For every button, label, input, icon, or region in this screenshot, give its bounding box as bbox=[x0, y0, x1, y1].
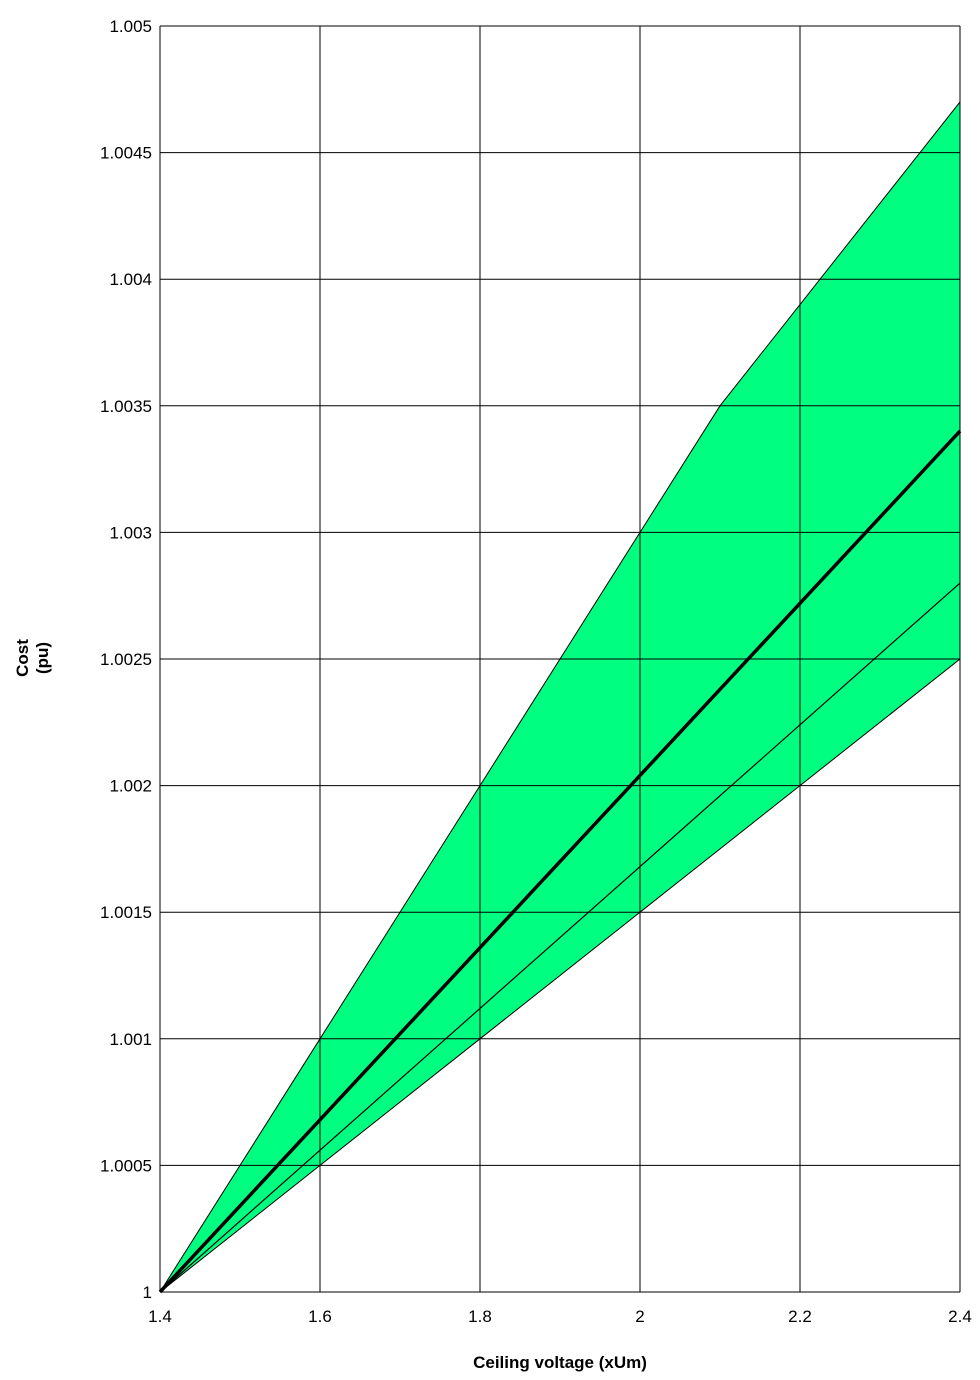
y-tick-label-7: 1.0035 bbox=[100, 397, 152, 416]
y-tick-label-1: 1.0005 bbox=[100, 1156, 152, 1175]
x-axis-title: Ceiling voltage (xUm) bbox=[473, 1353, 647, 1372]
y-tick-label-6: 1.003 bbox=[109, 523, 152, 542]
y-tick-label-4: 1.002 bbox=[109, 777, 152, 796]
x-tick-label-1: 1.6 bbox=[308, 1307, 332, 1326]
y-tick-label-10: 1.005 bbox=[109, 17, 152, 36]
y-tick-label-5: 1.0025 bbox=[100, 650, 152, 669]
band-layer bbox=[160, 101, 960, 1293]
x-tick-label-5: 2.4 bbox=[948, 1307, 972, 1326]
band-upper-edge bbox=[159, 101, 961, 1293]
x-tick-label-4: 2.2 bbox=[788, 1307, 812, 1326]
y-tick-label-8: 1.004 bbox=[109, 270, 152, 289]
y-tick-label-2: 1.001 bbox=[109, 1030, 152, 1049]
series-layer bbox=[158, 101, 962, 1294]
x-tick-label-3: 2 bbox=[635, 1307, 644, 1326]
series-line-0 bbox=[158, 429, 962, 1294]
tick-layer: 1 1.0005 1.001 1.0015 1.002 1.0025 1.003 1.0035… bbox=[100, 17, 972, 1326]
x-tick-label-0: 1.4 bbox=[148, 1307, 172, 1326]
y-tick-label-3: 1.0015 bbox=[100, 903, 152, 922]
y-tick-label-9: 1.0045 bbox=[100, 144, 152, 163]
y-axis-title-line-1: Cost bbox=[13, 639, 32, 677]
y-axis-title-line-2: (pu) bbox=[33, 642, 52, 674]
band-area bbox=[160, 101, 960, 1293]
y-axis-title: Cost (pu) bbox=[13, 639, 52, 677]
x-tick-label-2: 1.8 bbox=[468, 1307, 492, 1326]
y-tick-label-0: 1 bbox=[143, 1283, 152, 1302]
band-lower-edge bbox=[159, 658, 961, 1293]
grid-layer bbox=[159, 25, 961, 1293]
series-line-1 bbox=[159, 582, 961, 1293]
